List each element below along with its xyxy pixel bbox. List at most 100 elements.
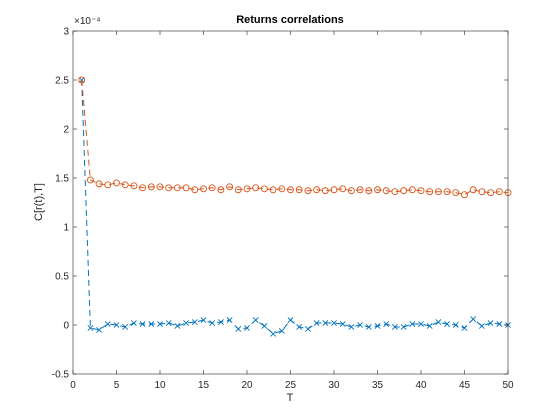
series-2-point [304, 187, 312, 195]
series-1-point [357, 322, 364, 328]
series-1-point [478, 323, 485, 329]
series-1-point [104, 321, 111, 327]
series-2-point [78, 76, 86, 84]
series-2-point [400, 187, 408, 195]
x-tick-label: 30 [328, 380, 340, 391]
series-1-point [122, 324, 129, 330]
series-1-point [87, 325, 94, 331]
series-2-point [147, 183, 155, 191]
series-1-point [331, 320, 337, 326]
x-tick-label: 40 [415, 380, 427, 391]
series-2-point [452, 189, 460, 197]
series-2-point [295, 186, 303, 194]
series-2-point [356, 186, 364, 194]
series-1-point [409, 321, 416, 327]
series-2-point [191, 186, 199, 194]
chart-title: Returns correlations [236, 14, 344, 26]
series-1-point [470, 316, 477, 323]
y-tick-label: 3 [63, 27, 69, 38]
series-1-point [209, 320, 216, 326]
series-1-point [217, 319, 224, 325]
series-2-point [95, 180, 103, 188]
series-2-point [347, 187, 355, 195]
series-2-point [365, 187, 373, 195]
series-1-point [304, 326, 311, 332]
series-2-point [469, 186, 477, 194]
series-2-point [426, 188, 434, 196]
series-2-point [382, 187, 390, 195]
series-2-point [156, 183, 164, 191]
x-tick-label: 50 [502, 380, 514, 391]
series-1-point [191, 319, 198, 325]
series-1-point [444, 321, 451, 327]
series-1-point [270, 330, 277, 337]
series-2-point [165, 184, 173, 192]
series-1-point [252, 317, 259, 324]
series-1-point [391, 324, 398, 330]
series-2-point [139, 184, 147, 192]
y-tick-label: 2.5 [55, 76, 69, 87]
series-1-point [130, 320, 137, 326]
series-2-point [321, 187, 329, 195]
series-1-point [426, 323, 433, 329]
series-1-point [374, 323, 381, 329]
series-1-point [452, 322, 459, 328]
series-2-point [287, 186, 294, 194]
series-2-point [495, 188, 503, 196]
x-tick-label: 5 [114, 380, 120, 391]
series-2-line [81, 79, 509, 196]
series-2-point [478, 188, 486, 196]
x-axis-label: T [287, 392, 294, 404]
series-2-point [408, 186, 416, 194]
series-2-point [243, 185, 251, 193]
y-tick-label: 0 [63, 321, 69, 332]
series-1-point [418, 321, 424, 327]
series-2-point [278, 185, 286, 193]
series-2-point [461, 191, 468, 199]
series-2-point [434, 188, 442, 196]
x-tick-label: 0 [70, 380, 76, 391]
series-2-point [104, 181, 112, 189]
series-2-point [391, 188, 399, 196]
series-1-point [313, 320, 320, 326]
series-1-point [261, 323, 268, 329]
series-2-point [121, 181, 129, 189]
series-1-point [496, 321, 503, 327]
series-1-point [113, 322, 120, 328]
series-2-point [234, 186, 242, 194]
series-1-point [200, 317, 207, 324]
series-2-point [313, 186, 321, 194]
series-2-point [217, 186, 225, 194]
series-1-point [139, 321, 146, 327]
series-1-point [339, 321, 346, 327]
series-2-point [487, 189, 495, 197]
series-1-point [157, 321, 163, 327]
series-2-point [443, 188, 451, 196]
x-tick-label: 25 [285, 380, 297, 391]
y-tick-label: 1 [63, 223, 69, 234]
x-tick-label: 20 [241, 380, 253, 391]
series-1-point [435, 319, 442, 325]
series-2-point [173, 184, 181, 192]
series-1-point [322, 320, 329, 326]
series-2-point [252, 184, 260, 192]
series-1-point [461, 325, 468, 331]
series-1-point [287, 317, 294, 324]
series-1-point [365, 324, 372, 330]
series-2-point [339, 185, 347, 193]
series-1-point [235, 326, 242, 332]
series-2-point [130, 182, 138, 190]
y-tick-label: 1.5 [55, 174, 69, 185]
series-1-point [487, 320, 494, 326]
series-1-point [226, 317, 233, 324]
x-tick-label: 10 [154, 380, 166, 391]
y-tick-label: -0.5 [52, 370, 70, 381]
series-1-point [148, 321, 155, 327]
y-axis-label: C[r(t),T] [33, 183, 45, 221]
series-1-line [81, 79, 509, 335]
series-1-point [96, 326, 103, 333]
y-tick-label: 2 [63, 125, 69, 136]
series-2-point [269, 186, 277, 194]
y-tick-label: 0.5 [55, 272, 69, 283]
